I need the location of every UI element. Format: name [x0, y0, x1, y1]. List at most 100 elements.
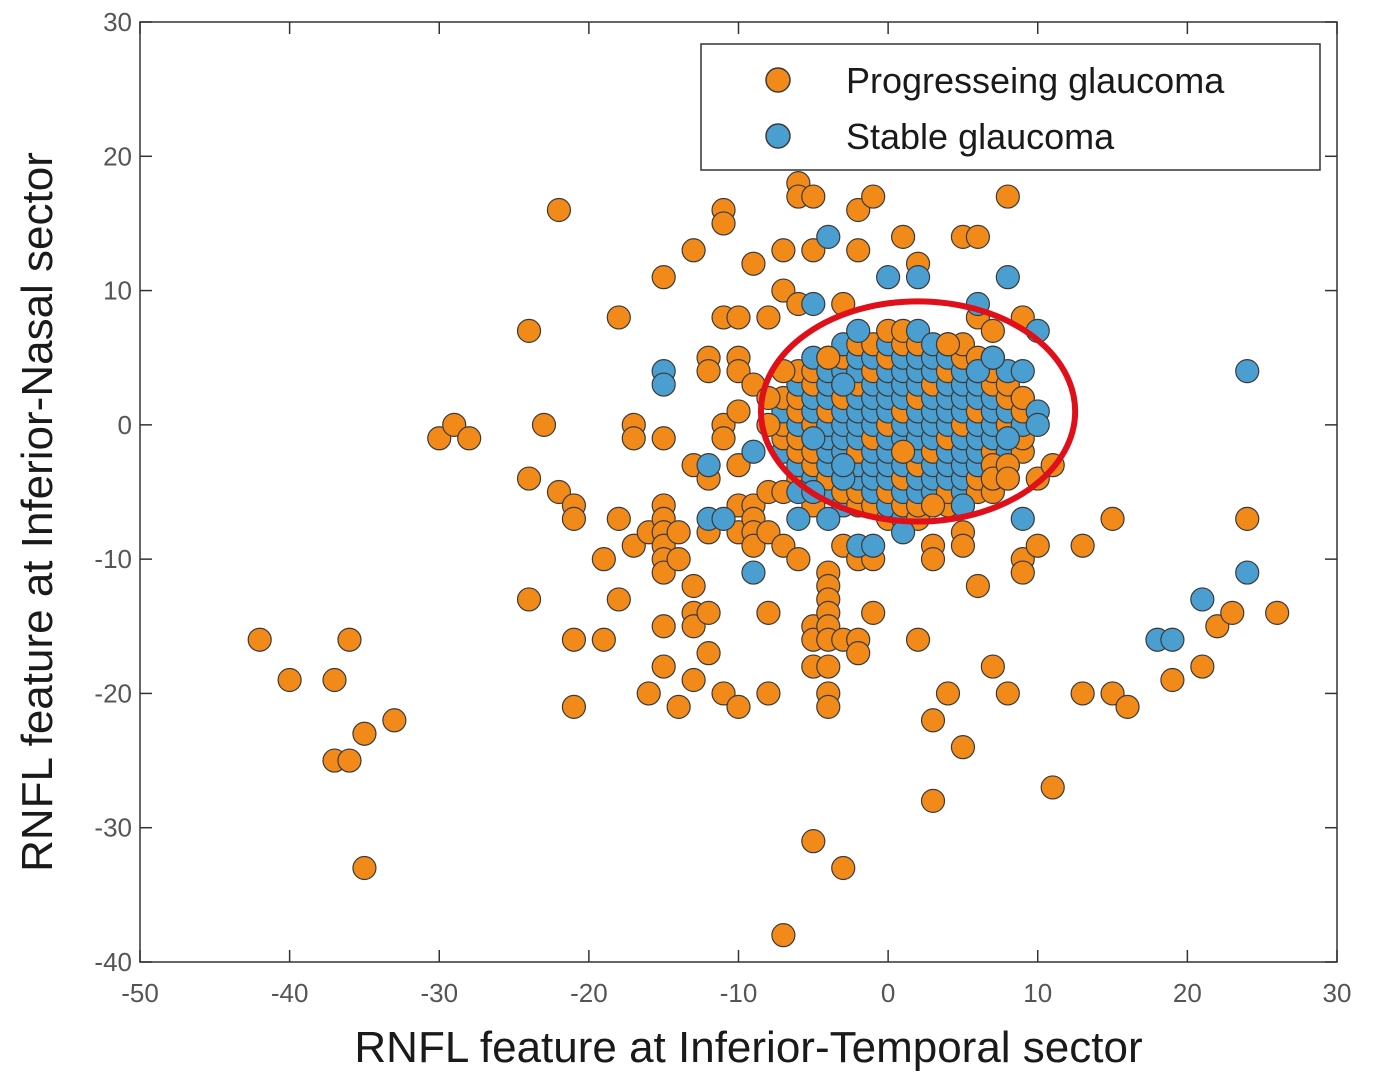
- progressing-point: [531, 412, 557, 437]
- progressing-point: [995, 184, 1020, 209]
- stable-point: [741, 560, 766, 585]
- stable-point: [1235, 359, 1260, 384]
- progressing-point: [457, 426, 482, 451]
- progressing-point: [696, 359, 721, 384]
- progressing-point: [816, 694, 841, 719]
- progressing-point: [1070, 533, 1095, 558]
- x-tick-label: -20: [570, 978, 608, 1008]
- legend-box: [700, 43, 1321, 171]
- y-tick-label: -40: [94, 947, 132, 977]
- progressing-point: [666, 694, 691, 719]
- progressing-point: [1265, 600, 1290, 625]
- x-tick-label: 0: [881, 978, 895, 1008]
- stable-point: [980, 345, 1005, 370]
- progressing-point: [965, 573, 991, 599]
- progressing-point: [651, 426, 676, 451]
- stable-point: [801, 426, 826, 451]
- progressing-point: [861, 600, 886, 625]
- stable-point: [801, 291, 826, 317]
- progressing-point: [771, 923, 796, 948]
- progressing-point: [1160, 667, 1185, 693]
- stable-point: [831, 372, 856, 397]
- stable-point: [651, 372, 676, 397]
- x-tick-label: -50: [121, 978, 159, 1008]
- y-tick-label: -20: [94, 678, 132, 708]
- legend-marker-progressing: [765, 67, 791, 93]
- progressing-point: [756, 681, 781, 706]
- stable-point: [846, 318, 871, 343]
- progressing-point: [666, 520, 691, 545]
- progressing-point: [696, 641, 721, 666]
- progressing-point: [711, 211, 736, 236]
- y-tick-label: 0: [118, 410, 132, 440]
- progressing-point: [561, 627, 587, 652]
- stable-point: [1010, 359, 1035, 384]
- progressing-point: [606, 506, 631, 531]
- progressing-point: [651, 265, 676, 290]
- stable-point: [905, 265, 931, 290]
- progressing-point: [920, 788, 946, 813]
- progressing-point: [651, 654, 676, 679]
- stable-point: [861, 533, 886, 558]
- x-tick-label: 10: [1023, 978, 1052, 1008]
- progressing-point: [890, 224, 916, 249]
- stable-point: [741, 439, 766, 464]
- y-tick-label: 10: [103, 276, 132, 306]
- y-tick-label: -10: [94, 544, 132, 574]
- y-axis-label: RNFL feature at Inferior-Nasal sector: [13, 152, 62, 872]
- progressing-point: [1070, 681, 1095, 706]
- progressing-point: [546, 197, 572, 223]
- y-tick-label: 20: [103, 141, 132, 171]
- progressing-point: [816, 654, 841, 679]
- progressing-point: [920, 547, 946, 572]
- legend: Progresseing glaucoma Stable glaucoma: [700, 43, 1321, 171]
- progressing-point: [756, 600, 781, 625]
- progressing-point: [1010, 560, 1035, 585]
- progressing-point: [382, 708, 407, 733]
- progressing-point: [681, 667, 706, 693]
- stable-point: [1010, 506, 1035, 531]
- progressing-point: [965, 224, 991, 249]
- x-tick-label: 30: [1323, 978, 1352, 1008]
- highlight-ellipse: [757, 298, 1079, 525]
- stable-point: [876, 265, 901, 290]
- progressing-point: [726, 305, 751, 330]
- x-tick-label: -40: [271, 978, 309, 1008]
- progressing-point: [861, 184, 886, 209]
- progressing-point: [995, 681, 1020, 706]
- progressing-point: [277, 667, 302, 693]
- progressing-point: [561, 506, 587, 531]
- progressing-point: [995, 466, 1020, 491]
- y-tick-label: 30: [103, 7, 132, 37]
- y-tick-label: -30: [94, 813, 132, 843]
- legend-label-progressing: Progresseing glaucoma: [846, 60, 1225, 101]
- progressing-point: [816, 345, 841, 370]
- progressing-point: [950, 533, 976, 558]
- progressing-point: [1115, 694, 1140, 719]
- progressing-point: [681, 573, 706, 599]
- progressing-point: [980, 318, 1005, 343]
- progressing-point: [606, 587, 631, 612]
- stable-point: [1160, 627, 1185, 652]
- x-tick-label: -10: [720, 978, 758, 1008]
- stable-point: [831, 453, 856, 478]
- progressing-point: [935, 681, 961, 706]
- progressing-point: [666, 547, 691, 572]
- legend-label-stable: Stable glaucoma: [846, 116, 1115, 157]
- progressing-point: [1040, 775, 1065, 800]
- stable-point: [816, 224, 841, 249]
- progressing-point: [651, 614, 676, 639]
- progressing-point: [247, 627, 272, 652]
- stable-point: [696, 453, 721, 478]
- progressing-point: [1235, 506, 1260, 531]
- progressing-point: [561, 694, 587, 719]
- progressing-point: [337, 627, 362, 652]
- progressing-point: [756, 305, 781, 330]
- progressing-point: [1100, 506, 1125, 531]
- stable-point: [1235, 560, 1260, 585]
- progressing-point: [322, 667, 347, 693]
- progressing-point: [771, 238, 796, 263]
- progressing-point: [846, 641, 871, 666]
- progressing-point: [606, 305, 631, 330]
